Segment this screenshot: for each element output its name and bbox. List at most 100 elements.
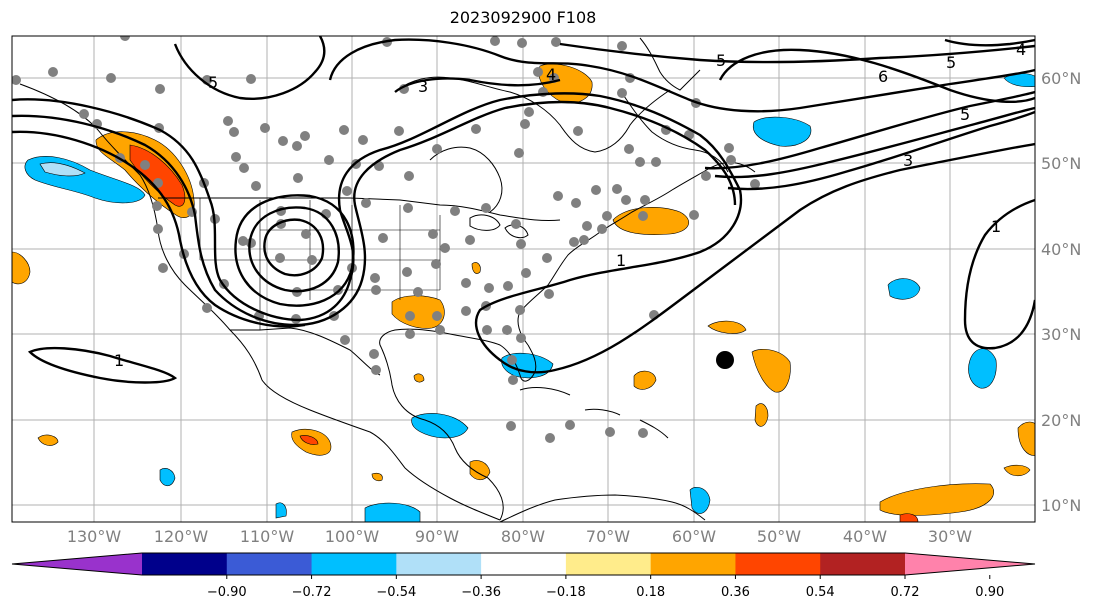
contour-line: [173, 36, 326, 100]
colorbar-swatch: [820, 553, 906, 575]
contour-line: [234, 194, 355, 307]
colorbar-swatch: [142, 553, 228, 575]
shade-blue-lower-left: [275, 502, 287, 519]
lat-label: 60°N: [1041, 69, 1081, 88]
coast-greenland: [639, 37, 701, 91]
shade-orange-atl4: [754, 403, 769, 427]
shade-orange-east: [1017, 421, 1035, 456]
coast-labrador: [619, 89, 729, 173]
shade-blue-azores: [968, 348, 997, 389]
lon-label: 30°W: [928, 527, 972, 546]
contour-line: [263, 218, 325, 277]
colorbar-swatch: [650, 553, 736, 575]
shade-lightblue-pacific: [39, 162, 86, 177]
contour-label: 5: [208, 73, 218, 92]
colorbar-label: −0.18: [546, 585, 586, 600]
lon-label: 70°W: [586, 527, 630, 546]
shade-blue-atlantic: [752, 116, 812, 147]
colorbar-swatch: [735, 553, 821, 575]
contour-line: [27, 346, 178, 384]
colorbar-swatch: [481, 553, 567, 575]
shade-orange-atl3: [633, 370, 657, 390]
colorbar-label: −0.54: [376, 585, 416, 600]
shade-orange-hawaii: [37, 434, 59, 446]
shade-orange-atl2: [751, 349, 791, 393]
contour-label: 3: [903, 151, 913, 170]
contour-line: [12, 130, 306, 328]
contour-line: [12, 92, 1035, 374]
shade-orange-africa: [879, 483, 995, 516]
shade-orange-nova: [612, 207, 689, 235]
lon-label: 120°W: [154, 527, 209, 546]
contour-lines: [12, 36, 1035, 384]
colorbar-label: 0.54: [806, 585, 835, 600]
border-us-mexico: [230, 327, 381, 376]
contour-line: [704, 90, 1035, 170]
colorbar: −0.90 −0.72 −0.54 −0.36 −0.18 0.18 0.36 0.54 0.7…: [11, 552, 1036, 600]
shade-red-africa: [899, 513, 919, 522]
map-plot-area: 5 3 4 5 6 5 5 3 4 1 1 1: [12, 36, 1035, 522]
contour-line: [963, 198, 1035, 350]
coast-atlantic-us: [517, 162, 756, 346]
lat-label: 50°N: [1041, 154, 1081, 173]
gridlines: [12, 36, 1035, 522]
contour-label: 1: [991, 217, 1001, 236]
contour-label: 3: [418, 77, 428, 96]
lon-label: 80°W: [501, 527, 545, 546]
contour-label: 5: [716, 51, 726, 70]
colorbar-label: 0.18: [636, 585, 665, 600]
contour-label: 5: [960, 105, 970, 124]
shade-blue-central: [364, 502, 421, 522]
colorbar-swatch: [565, 553, 652, 575]
contour-line: [944, 38, 1035, 47]
colorbar-label: −0.72: [292, 585, 332, 600]
colorbar-extend-low: [12, 553, 142, 575]
colorbar-label: −0.90: [207, 585, 247, 600]
lon-label: 50°W: [757, 527, 801, 546]
coast-hudson: [429, 146, 503, 213]
map-title: 2023092900 F108: [449, 8, 597, 27]
contour-line: [714, 106, 1035, 179]
colorbar-label: 0.72: [891, 585, 920, 600]
lon-label: 60°W: [672, 527, 716, 546]
shade-blue-hawaii: [159, 468, 176, 487]
coastlines: [19, 37, 756, 522]
shade-red-mexpac: [299, 435, 319, 445]
contour-line: [559, 42, 1035, 64]
contour-line: [248, 206, 340, 293]
contour-label: 1: [114, 351, 124, 370]
colorbar-label: −0.36: [461, 585, 501, 600]
lon-label: 100°W: [325, 527, 380, 546]
shade-blue-caribbean: [689, 487, 711, 514]
lon-label: 40°W: [843, 527, 887, 546]
contour-line: [12, 100, 737, 327]
contour-label: 4: [546, 65, 556, 84]
shade-orange-west-edge: [12, 251, 31, 285]
lon-label: 90°W: [415, 527, 459, 546]
colorbar-label: 0.90: [975, 585, 1004, 600]
map-frame: [11, 35, 1036, 523]
shade-orange-central: [469, 460, 491, 481]
colorbar-swatch: [226, 553, 313, 575]
contour-label-group: 5 3 4 5 6 5 5 3 4 1 1 1: [114, 40, 1026, 370]
shade-orange-small-mex: [413, 373, 425, 383]
coast-caribbean-islands: [519, 387, 669, 439]
contour-line: [727, 110, 1035, 191]
lat-label: 20°N: [1041, 411, 1081, 430]
lat-label: 40°N: [1041, 240, 1081, 259]
coast-gulf: [379, 328, 537, 521]
lon-label: 110°W: [240, 527, 295, 546]
shade-orange-atl1: [707, 320, 747, 334]
shade-orange-wedge: [1003, 464, 1031, 477]
colorbar-swatch: [396, 553, 482, 575]
latitude-labels: 60°N 50°N 40°N 30°N 20°N 10°N: [1041, 69, 1081, 515]
contour-label: 6: [878, 67, 888, 86]
shade-blue-yucatan: [411, 413, 469, 439]
lat-label: 30°N: [1041, 325, 1081, 344]
contour-label: 1: [616, 251, 626, 270]
colorbar-extend-high: [905, 553, 1035, 575]
colorbar-swatch: [311, 553, 397, 575]
contour-line: [394, 77, 561, 93]
station-markers: [12, 36, 760, 443]
